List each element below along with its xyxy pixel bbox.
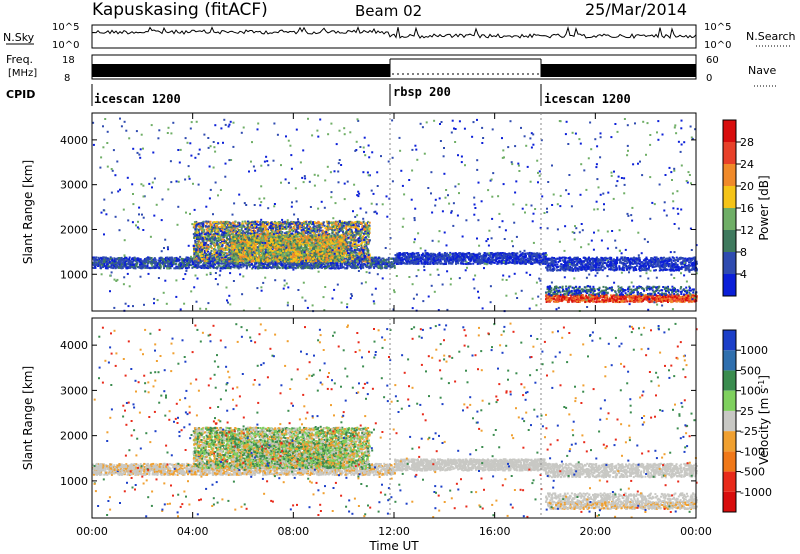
nsky-tick-low: 10^0 [52, 40, 79, 51]
nave-label: Nave [748, 64, 776, 77]
nave-tick-high: 60 [706, 55, 719, 66]
power-cell [98, 257, 100, 259]
power-cell [246, 266, 248, 268]
power-cell [326, 266, 328, 268]
power-cell [144, 266, 146, 268]
power-cell [161, 257, 163, 259]
power-cell [260, 267, 262, 269]
station-title: Kapuskasing (fitACF) [92, 0, 268, 20]
freq-panel: Freq. [MHz] 18 8 60 0 Nave [6, 53, 778, 86]
radar-summary-plot: Kapuskasing (fitACF) Beam 02 25/Mar/2014… [0, 0, 800, 554]
nsearch-label: N.Search [746, 30, 796, 43]
power-cell [324, 267, 326, 269]
power-cell [206, 267, 208, 269]
power-cell [248, 264, 250, 266]
power-cell [245, 264, 247, 266]
cpid-segment-2: rbsp 200 [393, 85, 451, 99]
power-cell [159, 257, 161, 259]
power-cell [232, 266, 234, 268]
freq-unit: [MHz] [8, 68, 37, 79]
power-cell [394, 267, 396, 269]
beam-label: Beam 02 [355, 2, 422, 20]
power-cell [264, 263, 266, 265]
nave-tick-low: 0 [706, 73, 712, 84]
power-cell [223, 265, 225, 267]
cpid-row: CPID icescan 1200 rbsp 200 icescan 1200 [6, 84, 631, 106]
power-cell [190, 258, 192, 260]
freq-label: Freq. [6, 53, 33, 66]
power-cell [220, 263, 222, 265]
power-cell [147, 267, 149, 269]
power-cell [304, 265, 306, 267]
cpid-segment-1: icescan 1200 [94, 92, 181, 106]
power-cell [129, 257, 131, 259]
nsky-tick-high: 10^5 [52, 22, 79, 33]
power-cell [105, 257, 107, 259]
nsky-label: N.Sky [3, 31, 35, 44]
cpid-segment-3: icescan 1200 [544, 92, 631, 106]
freq-tick-high: 18 [62, 55, 75, 66]
power-cell [146, 259, 148, 261]
cpid-label: CPID [6, 88, 35, 101]
nsearch-tick-low: 10^0 [704, 40, 731, 51]
power-cell [255, 267, 257, 269]
nsearch-tick-high: 10^5 [704, 22, 731, 33]
power-cell [175, 263, 177, 265]
power-cell [95, 263, 97, 265]
freq-tick-low: 8 [64, 73, 70, 84]
power-cell [188, 258, 190, 260]
nsky-panel: N.Sky 10^5 10^0 10^5 10^0 N.Search [3, 22, 796, 51]
power-cell [321, 267, 323, 269]
power-cell [338, 268, 340, 270]
power-cell [145, 261, 147, 263]
date-label: 25/Mar/2014 [585, 0, 687, 19]
power-cell [269, 266, 271, 268]
power-cell [333, 267, 335, 269]
power-cell [259, 264, 261, 266]
power-cell [289, 266, 291, 268]
